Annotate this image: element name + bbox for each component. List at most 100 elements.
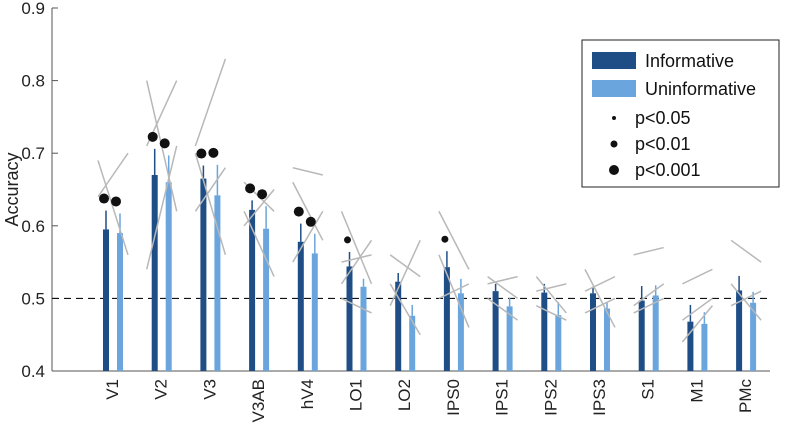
bar-informative bbox=[297, 241, 304, 371]
bar-uninformative bbox=[457, 293, 464, 371]
significance-dot-informative bbox=[196, 148, 207, 159]
bar-informative bbox=[687, 321, 694, 371]
subject-line bbox=[535, 276, 567, 314]
significance-dot-uninformative bbox=[111, 196, 121, 207]
legend-dot bbox=[609, 165, 619, 175]
bar-uninformative bbox=[652, 295, 659, 371]
bar-informative bbox=[492, 291, 499, 371]
subject-line bbox=[97, 152, 129, 198]
subject-line bbox=[730, 239, 762, 263]
subject-line bbox=[633, 283, 665, 307]
x-tick-label: V3 bbox=[200, 379, 219, 400]
subject-line bbox=[730, 290, 762, 307]
bar-informative bbox=[151, 174, 158, 371]
x-tick-label: LO2 bbox=[395, 379, 414, 411]
subject-line bbox=[243, 210, 275, 277]
significance-dot-informative bbox=[99, 193, 109, 204]
legend-label: Uninformative bbox=[645, 79, 756, 99]
legend-label: p<0.01 bbox=[635, 134, 691, 154]
x-tick-label: hV4 bbox=[298, 379, 317, 409]
subject-line bbox=[438, 283, 470, 300]
legend-dot bbox=[612, 116, 616, 120]
subject-line bbox=[730, 283, 762, 321]
legend-swatch bbox=[592, 52, 636, 69]
subject-line bbox=[194, 58, 227, 147]
bar-uninformative bbox=[750, 302, 757, 371]
x-tick-label: V1 bbox=[103, 379, 122, 400]
subject-line bbox=[633, 297, 665, 314]
bar-informative bbox=[443, 267, 450, 371]
legend-label: Informative bbox=[645, 51, 734, 71]
bar-informative bbox=[638, 300, 645, 371]
subject-line bbox=[243, 189, 275, 227]
bar-uninformative bbox=[555, 315, 562, 371]
subject-line bbox=[292, 210, 324, 263]
significance-dot-uninformative bbox=[305, 216, 316, 227]
subject-line bbox=[145, 145, 178, 270]
significance-dot-uninformative bbox=[257, 189, 268, 200]
subject-line bbox=[341, 254, 372, 263]
x-tick-label: M1 bbox=[687, 379, 706, 403]
subject-line bbox=[681, 297, 713, 321]
significance-dot-uninformative bbox=[159, 138, 170, 149]
bar-uninformative bbox=[604, 308, 610, 371]
bar-uninformative bbox=[263, 228, 270, 371]
legend-dot bbox=[610, 140, 618, 148]
y-tick-label: 0.5 bbox=[21, 289, 45, 308]
x-tick-label: IPS3 bbox=[590, 379, 609, 416]
subject-line bbox=[340, 210, 373, 285]
y-tick-label: 0.7 bbox=[21, 144, 45, 163]
subject-line bbox=[584, 297, 616, 314]
significance-dot-informative bbox=[441, 235, 449, 243]
legend-swatch bbox=[592, 80, 636, 97]
subject-line bbox=[536, 283, 567, 292]
subject-line bbox=[682, 268, 713, 285]
bar-uninformative bbox=[409, 315, 416, 371]
x-tick-label: V2 bbox=[152, 379, 171, 400]
significance-dot-informative bbox=[293, 206, 304, 217]
subject-line bbox=[487, 276, 519, 300]
bar-informative bbox=[541, 292, 548, 371]
bar-uninformative bbox=[701, 323, 708, 371]
subject-line bbox=[681, 305, 713, 343]
subject-line bbox=[97, 160, 129, 256]
bar-uninformative bbox=[311, 253, 318, 371]
subject-line bbox=[389, 240, 421, 306]
subject-line bbox=[389, 254, 421, 278]
bar-informative bbox=[736, 290, 743, 371]
bar-uninformative bbox=[214, 195, 221, 371]
significance-dot-informative bbox=[147, 131, 158, 142]
bar-informative bbox=[103, 229, 109, 371]
subject-line bbox=[584, 269, 616, 328]
bar-uninformative bbox=[360, 286, 367, 371]
subject-line bbox=[487, 297, 519, 321]
subject-line bbox=[633, 246, 664, 256]
subject-line bbox=[341, 297, 372, 314]
subject-line bbox=[487, 275, 518, 285]
significance-dot-informative bbox=[344, 236, 351, 244]
y-tick-label: 0.8 bbox=[21, 72, 45, 91]
y-axis-title: Accuracy bbox=[2, 152, 22, 226]
bar-informative bbox=[395, 281, 402, 371]
bar-uninformative bbox=[165, 182, 172, 371]
subject-line bbox=[584, 275, 616, 292]
bar-uninformative bbox=[117, 233, 123, 371]
legend-label: p<0.001 bbox=[635, 160, 701, 180]
subject-line bbox=[194, 167, 227, 212]
significance-dot-informative bbox=[245, 183, 256, 194]
y-tick-label: 0.4 bbox=[21, 362, 45, 381]
significance-dot-uninformative bbox=[208, 147, 219, 158]
x-tick-label: IPS1 bbox=[493, 379, 512, 416]
subject-line bbox=[438, 210, 470, 270]
y-tick-label: 0.6 bbox=[21, 217, 45, 236]
subject-line bbox=[389, 283, 421, 336]
legend-label: p<0.05 bbox=[635, 108, 691, 128]
subject-line bbox=[194, 152, 227, 256]
subject-line bbox=[340, 239, 373, 285]
bar-uninformative bbox=[506, 306, 513, 371]
x-tick-label: S1 bbox=[639, 379, 658, 400]
bar-informative bbox=[249, 209, 256, 371]
x-tick-label: PMc bbox=[736, 379, 755, 414]
x-tick-label: IPS2 bbox=[541, 379, 560, 416]
